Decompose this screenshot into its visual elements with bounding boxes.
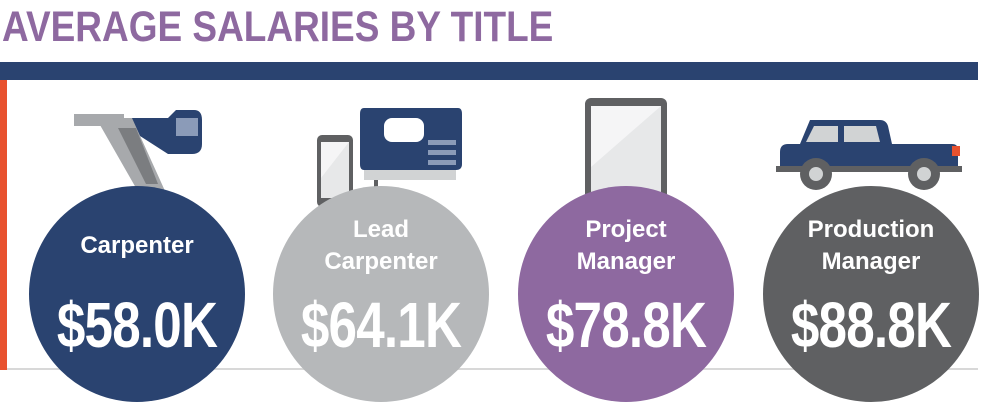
- jigsaw-icon: [360, 108, 462, 204]
- baseline-divider: [7, 368, 978, 370]
- salary-value: $64.1K: [300, 289, 462, 361]
- title-label: Production Manager: [763, 214, 979, 278]
- accent-stripe: [0, 80, 7, 370]
- salary-circle-production-manager: Production Manager $88.8K: [763, 186, 979, 402]
- title-line-2: Carpenter: [324, 248, 438, 275]
- phone-icon: [317, 135, 353, 207]
- title-label: Lead Carpenter: [273, 214, 489, 278]
- title-line-1: Project: [585, 216, 667, 243]
- salary-circle-project-manager: Project Manager $78.8K: [518, 186, 734, 402]
- pickup-truck-icon: [776, 120, 962, 190]
- salary-value: $78.8K: [545, 289, 707, 361]
- salary-circle-lead-carpenter: Lead Carpenter $64.1K: [273, 186, 489, 402]
- title-line-2: Manager: [576, 248, 676, 275]
- salary-value: $58.0K: [56, 289, 218, 361]
- title-line-1: Production: [807, 216, 935, 243]
- title-label: Carpenter: [29, 230, 245, 262]
- title-line-1: Carpenter: [80, 232, 194, 259]
- page-title: AVERAGE SALARIES BY TITLE: [2, 3, 554, 51]
- salary-value: $88.8K: [790, 289, 952, 361]
- title-label: Project Manager: [518, 214, 734, 278]
- salary-circle-carpenter: Carpenter $58.0K: [29, 186, 245, 402]
- header-bar: [0, 62, 978, 80]
- title-line-2: Manager: [821, 248, 921, 275]
- tablet-icon: [585, 98, 667, 202]
- title-line-1: Lead: [352, 216, 409, 243]
